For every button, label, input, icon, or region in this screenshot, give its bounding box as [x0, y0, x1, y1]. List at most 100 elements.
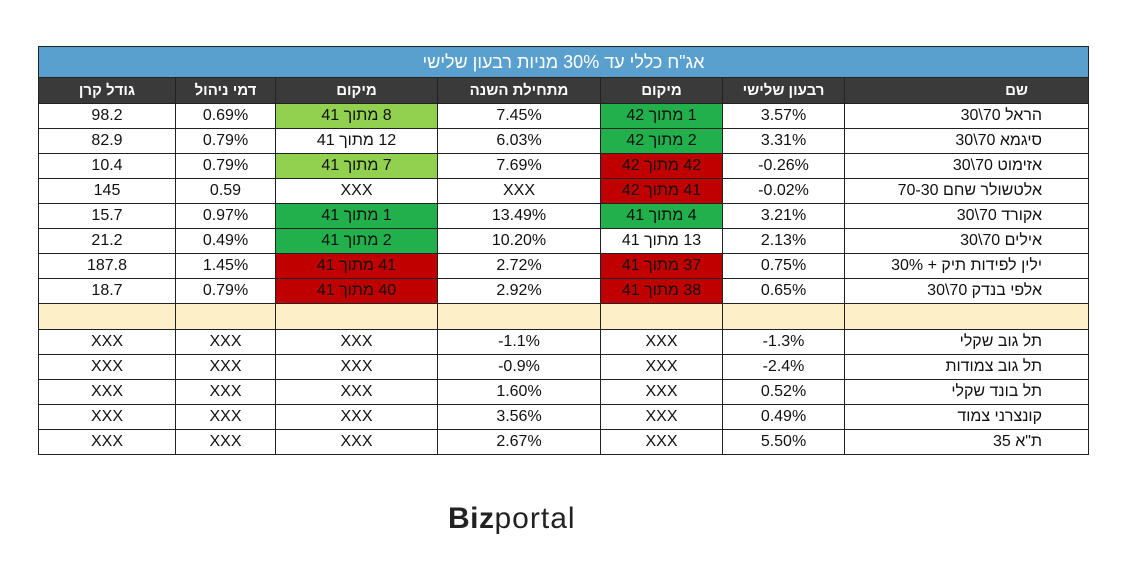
- mgmt-fee-cell: XXX: [175, 354, 276, 380]
- mgmt-fee-cell: 0.59: [175, 178, 276, 204]
- rank-q3-cell: 41 מתוך 42: [600, 178, 723, 204]
- fund-name-cell: אקורד 70\30: [843, 203, 1090, 229]
- table-row: 145 0.59 XXX XXX 41 מתוך 42 -0.02% אלטשולר שחם…: [38, 178, 1090, 204]
- ytd-cell: 7.69%: [437, 153, 601, 179]
- q3-cell: 2.13%: [722, 228, 845, 254]
- fund-size-cell: 82.9: [38, 128, 176, 154]
- mgmt-fee-cell: 0.79%: [175, 153, 276, 179]
- funds-table: אג"ח כללי עד 30% מניות רבעון שלישי גודל …: [37, 46, 1090, 455]
- rank-q3-cell: XXX: [600, 404, 723, 430]
- fund-size-cell: 145: [38, 178, 176, 204]
- rank-q3-cell: XXX: [600, 379, 723, 405]
- mgmt-fee-cell: 1.45%: [175, 253, 276, 279]
- header-rank-q3: מיקום: [600, 77, 723, 104]
- fund-size-cell: XXX: [38, 404, 176, 430]
- rank-q3-cell: XXX: [600, 329, 723, 355]
- header-fund-size: גודל קרן: [38, 77, 176, 104]
- table-row: 187.8 1.45% 41 מתוך 41 2.72% 37 מתוך 41 0.75%…: [38, 253, 1090, 279]
- fund-name-cell: אילים 70\30: [843, 228, 1090, 254]
- fund-name-cell: אזימוט 70\30: [843, 153, 1090, 179]
- rank-q3-cell: 42 מתוך 42: [600, 153, 723, 179]
- fund-size-cell: 15.7: [38, 203, 176, 229]
- q3-cell: 3.31%: [722, 128, 845, 154]
- rank-ytd-cell: XXX: [275, 178, 438, 204]
- separator-cell: [437, 303, 601, 330]
- benchmark-row: XXX XXX XXX -1.1% XXX -1.3% תל גוב שקלי: [38, 329, 1090, 355]
- ytd-cell: 1.60%: [437, 379, 601, 405]
- index-name-cell: קונצרני צמוד: [843, 404, 1090, 430]
- index-name-cell: ת"א 35: [843, 429, 1090, 455]
- rank-ytd-cell: 40 מתוך 41: [275, 278, 438, 304]
- separator-row: [38, 303, 1090, 330]
- table-row: 18.7 0.79% 40 מתוך 41 2.92% 38 מתוך 41 0.65% א…: [38, 278, 1090, 304]
- separator-cell: [843, 303, 1090, 330]
- ytd-cell: 3.56%: [437, 404, 601, 430]
- rank-q3-cell: XXX: [600, 429, 723, 455]
- separator-cell: [722, 303, 845, 330]
- q3-cell: -1.3%: [722, 329, 845, 355]
- bizportal-logo: Biz portal: [448, 502, 576, 536]
- fund-name-cell: הראל 70\30: [843, 103, 1090, 129]
- header-row: גודל קרן דמי ניהול מיקום מתחילת השנה מיק…: [38, 77, 1090, 104]
- mgmt-fee-cell: XXX: [175, 329, 276, 355]
- rank-ytd-cell: 1 מתוך 41: [275, 203, 438, 229]
- table-row: 82.9 0.79% 12 מתוך 41 6.03% 2 מתוך 42 3.31% סי…: [38, 128, 1090, 154]
- index-name-cell: תל בונד שקלי: [843, 379, 1090, 405]
- fund-name-cell: ילין לפידות תיק + 30%: [843, 253, 1090, 279]
- ytd-cell: 7.45%: [437, 103, 601, 129]
- rank-q3-cell: XXX: [600, 354, 723, 380]
- mgmt-fee-cell: XXX: [175, 379, 276, 405]
- q3-cell: 5.50%: [722, 429, 845, 455]
- mgmt-fee-cell: 0.79%: [175, 278, 276, 304]
- ytd-cell: -0.9%: [437, 354, 601, 380]
- mgmt-fee-cell: XXX: [175, 404, 276, 430]
- ytd-cell: 2.67%: [437, 429, 601, 455]
- index-name-cell: תל גוב צמודות: [843, 354, 1090, 380]
- q3-cell: -0.02%: [722, 178, 845, 204]
- rank-ytd-cell: XXX: [275, 404, 438, 430]
- header-ytd: מתחילת השנה: [437, 77, 601, 104]
- separator-cell: [38, 303, 176, 330]
- q3-cell: 0.52%: [722, 379, 845, 405]
- fund-size-cell: 18.7: [38, 278, 176, 304]
- header-q3: רבעון שלישי: [722, 77, 845, 104]
- ytd-cell: 2.72%: [437, 253, 601, 279]
- rank-q3-cell: 1 מתוך 42: [600, 103, 723, 129]
- rank-q3-cell: 4 מתוך 41: [600, 203, 723, 229]
- benchmark-row: XXX XXX XXX -0.9% XXX -2.4% תל גוב צמודות: [38, 354, 1090, 380]
- rank-ytd-cell: 7 מתוך 41: [275, 153, 438, 179]
- fund-size-cell: 98.2: [38, 103, 176, 129]
- ytd-cell: XXX: [437, 178, 601, 204]
- rank-ytd-cell: XXX: [275, 354, 438, 380]
- rank-ytd-cell: 8 מתוך 41: [275, 103, 438, 129]
- fund-size-cell: 21.2: [38, 228, 176, 254]
- rank-q3-cell: 37 מתוך 41: [600, 253, 723, 279]
- fund-size-cell: XXX: [38, 329, 176, 355]
- q3-cell: 3.21%: [722, 203, 845, 229]
- rank-ytd-cell: XXX: [275, 329, 438, 355]
- table-row: 15.7 0.97% 1 מתוך 41 13.49% 4 מתוך 41 3.21% אק…: [38, 203, 1090, 229]
- separator-cell: [275, 303, 438, 330]
- rank-ytd-cell: 41 מתוך 41: [275, 253, 438, 279]
- fund-size-cell: XXX: [38, 379, 176, 405]
- header-mgmt-fee: דמי ניהול: [175, 77, 276, 104]
- ytd-cell: 13.49%: [437, 203, 601, 229]
- fund-name-cell: אלפי בנדק 70\30: [843, 278, 1090, 304]
- table-row: 21.2 0.49% 2 מתוך 41 10.20% 13 מתוך 41 2.13% א…: [38, 228, 1090, 254]
- table-row: 10.4 0.79% 7 מתוך 41 7.69% 42 מתוך 42 -0.26% א…: [38, 153, 1090, 179]
- mgmt-fee-cell: 0.69%: [175, 103, 276, 129]
- ytd-cell: 6.03%: [437, 128, 601, 154]
- q3-cell: 0.49%: [722, 404, 845, 430]
- separator-cell: [175, 303, 276, 330]
- benchmark-row: XXX XXX XXX 3.56% XXX 0.49% קונצרני צמוד: [38, 404, 1090, 430]
- separator-cell: [600, 303, 723, 330]
- rank-ytd-cell: XXX: [275, 379, 438, 405]
- fund-name-cell: סיגמא 70\30: [843, 128, 1090, 154]
- q3-cell: -0.26%: [722, 153, 845, 179]
- q3-cell: 3.57%: [722, 103, 845, 129]
- logo-biz: Biz: [448, 502, 495, 535]
- fund-size-cell: 187.8: [38, 253, 176, 279]
- fund-size-cell: XXX: [38, 354, 176, 380]
- header-rank-ytd: מיקום: [275, 77, 438, 104]
- mgmt-fee-cell: 0.97%: [175, 203, 276, 229]
